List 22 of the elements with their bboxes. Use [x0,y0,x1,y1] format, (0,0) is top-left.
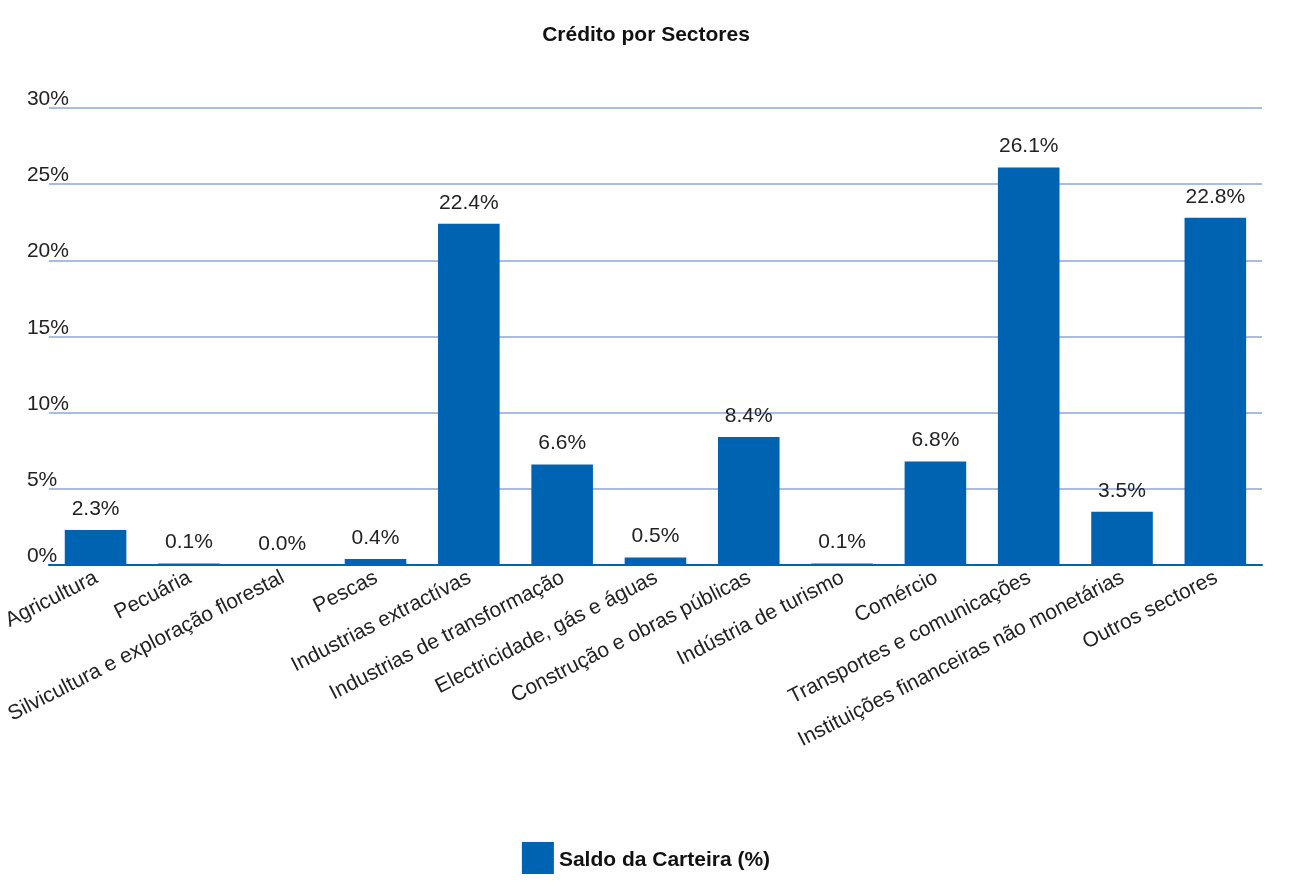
data-label: 0.5% [631,523,680,547]
data-label: 26.1% [998,133,1059,157]
data-label: 8.4% [724,403,773,427]
data-label: 3.5% [1098,477,1146,501]
data-label: 22.4% [439,189,499,213]
data-label: 0.4% [351,524,400,548]
data-label: 6.6% [538,430,587,454]
y-tick-label: 5% [26,466,58,490]
chart-title: Crédito por Sectores [542,22,750,45]
data-label: 2.3% [71,495,120,519]
data-label: 22.8% [1185,183,1246,207]
data-label: 0.1% [164,529,213,553]
y-tick-label: 25% [26,162,69,186]
y-tick-label: 20% [26,238,69,262]
data-label: 6.8% [911,427,960,451]
y-tick-label: 0% [26,543,58,566]
y-tick-label: 30% [26,86,69,109]
legend-label: Saldo da Carteira (%) [558,846,771,870]
y-tick-label: 10% [26,390,69,414]
y-tick-label: 15% [26,314,69,338]
data-label: 0.1% [818,529,867,553]
data-label: 0.0% [258,531,307,554]
